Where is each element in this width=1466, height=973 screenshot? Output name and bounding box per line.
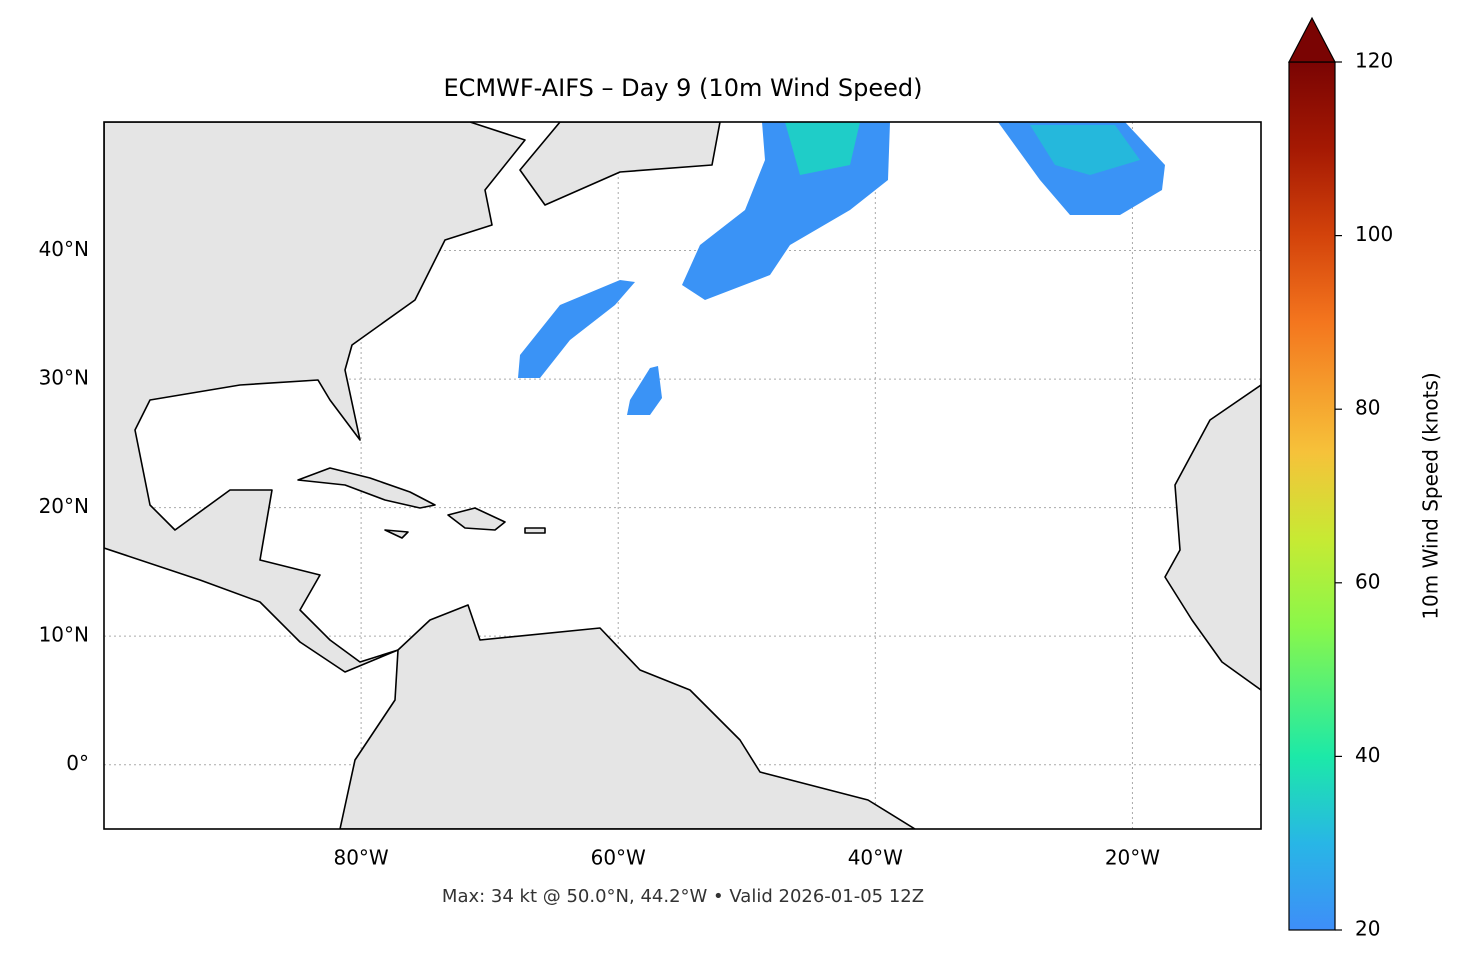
- lat-tick-label: 0°: [66, 751, 89, 775]
- colorbar-tick-label: 60: [1355, 569, 1380, 593]
- lon-tick-label: 80°W: [333, 846, 388, 870]
- footer-note: Max: 34 kt @ 50.0°N, 44.2°W • Valid 2026…: [442, 886, 924, 907]
- colorbar-ramp: [1288, 61, 1336, 931]
- cuba: [297, 467, 436, 509]
- colorbar: 10m Wind Speed (knots): [1288, 16, 1443, 931]
- colorbar-tick-label: 20: [1355, 917, 1380, 941]
- colorbar-ticks: 20 40 60 80 100 120: [1335, 49, 1393, 941]
- colorbar-tick-label: 100: [1355, 222, 1393, 246]
- lon-tick-label: 40°W: [848, 846, 903, 870]
- wind-region: [518, 280, 635, 378]
- south-america: [339, 604, 916, 829]
- map-frame: [103, 121, 1262, 830]
- lon-tick-label: 60°W: [591, 846, 646, 870]
- colorbar-tick-label: 40: [1355, 743, 1380, 767]
- colorbar-tick-label: 80: [1355, 396, 1380, 420]
- wind-region: [785, 122, 860, 175]
- colorbar-label: 10m Wind Speed (knots): [1419, 372, 1443, 619]
- lat-tick-label: 20°N: [39, 494, 89, 518]
- colorbar-extend: [1288, 16, 1336, 63]
- lat-tick-label: 30°N: [39, 366, 89, 390]
- map-axes: 80°W 60°W 40°W 20°W 0° 10°N 20°N 30°N 40°N: [39, 237, 1161, 869]
- africa: [1164, 384, 1261, 691]
- wind-region: [627, 366, 662, 415]
- lat-tick-label: 40°N: [39, 237, 89, 261]
- jamaica: [384, 529, 409, 539]
- colorbar-tick-label: 120: [1355, 49, 1393, 73]
- map-area: [104, 122, 1261, 829]
- north-america: [104, 122, 526, 673]
- puerto-rico: [524, 527, 546, 534]
- hispaniola: [447, 507, 506, 531]
- wind-field: [518, 122, 1165, 415]
- lon-tick-label: 20°W: [1105, 846, 1160, 870]
- lat-tick-label: 10°N: [39, 623, 89, 647]
- map-title: ECMWF-AIFS – Day 9 (10m Wind Speed): [443, 74, 922, 102]
- wind-region: [1030, 125, 1140, 175]
- canada-maritimes: [519, 122, 721, 206]
